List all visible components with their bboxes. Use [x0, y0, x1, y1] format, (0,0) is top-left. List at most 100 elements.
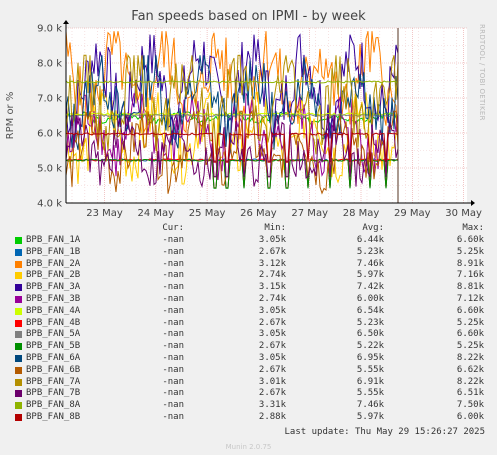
series-name: BPB_FAN_7B — [26, 388, 81, 399]
legend-row: BPB_FAN_6B -nan 2.67k 5.55k 6.62k — [0, 365, 497, 377]
series-name: BPB_FAN_7A — [26, 376, 81, 387]
x-tick-label: 29 May — [394, 208, 431, 219]
legend-swatch — [15, 260, 22, 268]
series-min: 2.67k — [258, 388, 286, 399]
series-cur: -nan — [162, 258, 184, 269]
series-cur: -nan — [162, 305, 184, 316]
series-name: BPB_FAN_1B — [26, 246, 81, 257]
series-avg: 6.44k — [356, 235, 384, 245]
series-min: 3.05k — [258, 329, 286, 340]
chart-plot: 4.0 k 5.0 k 6.0 k 7.0 k 8.0 k 9.0 k 23 May 24 M… — [5, 20, 482, 219]
legend-row: BPB_FAN_4A -nan 3.05k 6.54k 6.60k — [0, 306, 497, 318]
legend-swatch — [15, 414, 22, 421]
series-line — [65, 113, 399, 189]
series-max: 7.50k — [456, 400, 484, 411]
series-avg: 6.00k — [356, 294, 384, 304]
series-name: BPB_FAN_3B — [26, 294, 81, 304]
y-tick-label: 5.0 k — [37, 164, 62, 175]
legend-swatch — [15, 307, 22, 315]
legend-row: BPB_FAN_4B -nan 2.67k 5.23k 5.25k — [0, 318, 497, 330]
legend-swatch — [15, 248, 22, 256]
series-max: 8.22k — [456, 353, 484, 363]
legend-row: BPB_FAN_6A -nan 3.05k 6.95k 8.22k — [0, 353, 497, 365]
legend-row: BPB_FAN_8B -nan 2.88k 5.97k 6.00k — [0, 412, 497, 424]
x-tick-label: 26 May — [240, 208, 277, 219]
series-name: BPB_FAN_4B — [26, 317, 81, 328]
y-tick-label: 9.0 k — [37, 24, 62, 35]
series-avg: 5.97k — [356, 412, 384, 422]
series-name: BPB_FAN_6B — [26, 364, 81, 375]
legend-row: BPB_FAN_2B -nan 2.74k 5.97k 7.16k — [0, 270, 497, 282]
series-cur: -nan — [162, 317, 184, 328]
series-name: BPB_FAN_2B — [26, 270, 81, 281]
y-tick-label: 8.0 k — [37, 59, 62, 70]
series-name: BPB_FAN_4A — [26, 305, 81, 316]
series-name: BPB_FAN_5B — [26, 341, 81, 352]
series-min: 3.05k — [258, 305, 286, 316]
series-name: BPB_FAN_6A — [26, 353, 81, 363]
col-header-max: Max: — [462, 223, 484, 233]
legend-row: BPB_FAN_5B -nan 2.67k 5.22k 5.25k — [0, 341, 497, 353]
legend-row: BPB_FAN_1B -nan 2.67k 5.23k 5.25k — [0, 247, 497, 259]
series-min: 3.31k — [258, 400, 286, 411]
series-avg: 6.95k — [356, 353, 384, 363]
series-cur: -nan — [162, 294, 184, 304]
series-cur: -nan — [162, 282, 184, 293]
series-cur: -nan — [162, 246, 184, 257]
last-update: Last update: Thu May 29 15:26:27 2025 — [284, 427, 485, 437]
series-max: 8.81k — [456, 282, 484, 293]
legend-row: BPB_FAN_7B -nan 2.67k 5.55k 6.51k — [0, 388, 497, 400]
series-cur: -nan — [162, 329, 184, 340]
legend-swatch — [15, 378, 22, 386]
x-tick-label: 28 May — [343, 208, 380, 219]
series-max: 6.60k — [456, 305, 484, 316]
series-line — [65, 131, 399, 163]
series-avg: 6.50k — [356, 329, 384, 340]
series-min: 2.74k — [258, 270, 286, 281]
legend-swatch — [15, 331, 22, 339]
series-avg: 5.23k — [356, 317, 384, 328]
legend-swatch — [15, 272, 22, 280]
legend-swatch — [15, 402, 22, 410]
series-avg: 6.91k — [356, 376, 384, 387]
series-avg: 5.55k — [356, 388, 384, 399]
legend-row: BPB_FAN_1A -nan 3.05k 6.44k 6.60k — [0, 235, 497, 247]
col-header-min: Min: — [264, 223, 286, 233]
series-line — [65, 80, 399, 84]
y-tick-label: 4.0 k — [37, 199, 62, 210]
series-cur: -nan — [162, 400, 184, 411]
series-max: 7.16k — [456, 270, 484, 281]
legend-row: BPB_FAN_2A -nan 3.12k 7.46k 8.91k — [0, 259, 497, 271]
legend-swatch — [15, 355, 22, 362]
series-name: BPB_FAN_3A — [26, 282, 81, 293]
y-tick-label: 7.0 k — [37, 94, 62, 105]
series-line — [65, 109, 399, 195]
series-name: BPB_FAN_2A — [26, 258, 81, 269]
series-cur: -nan — [162, 388, 184, 399]
series-max: 8.91k — [456, 258, 484, 269]
series-min: 2.67k — [258, 246, 286, 257]
series-max: 5.25k — [456, 341, 484, 352]
series-max: 6.51k — [456, 388, 484, 399]
series-max: 5.25k — [456, 317, 484, 328]
series-avg: 7.42k — [356, 282, 384, 293]
series-max: 6.62k — [456, 364, 484, 375]
legend-row: BPB_FAN_8A -nan 3.31k 7.46k 7.50k — [0, 400, 497, 412]
col-header-cur: Cur: — [162, 223, 184, 233]
series-min: 2.67k — [258, 341, 286, 352]
series-cur: -nan — [162, 412, 184, 422]
y-axis-arrow — [63, 20, 69, 24]
legend-swatch — [15, 390, 22, 398]
series-cur: -nan — [162, 341, 184, 352]
legend-row: BPB_FAN_3B -nan 2.74k 6.00k 7.12k — [0, 294, 497, 306]
series-avg: 6.54k — [356, 305, 384, 316]
series-cur: -nan — [162, 270, 184, 281]
series-avg: 5.23k — [356, 246, 384, 257]
y-tick-label: 6.0 k — [37, 129, 62, 140]
col-header-avg: Avg: — [362, 223, 384, 233]
series-min: 3.01k — [258, 376, 286, 387]
rrdtool-credit: RRDTOOL / TOBI OETIKER — [478, 24, 486, 121]
series-avg: 7.46k — [356, 400, 384, 411]
series-max: 8.22k — [456, 376, 484, 387]
munin-version: Munin 2.0.75 — [225, 443, 272, 451]
